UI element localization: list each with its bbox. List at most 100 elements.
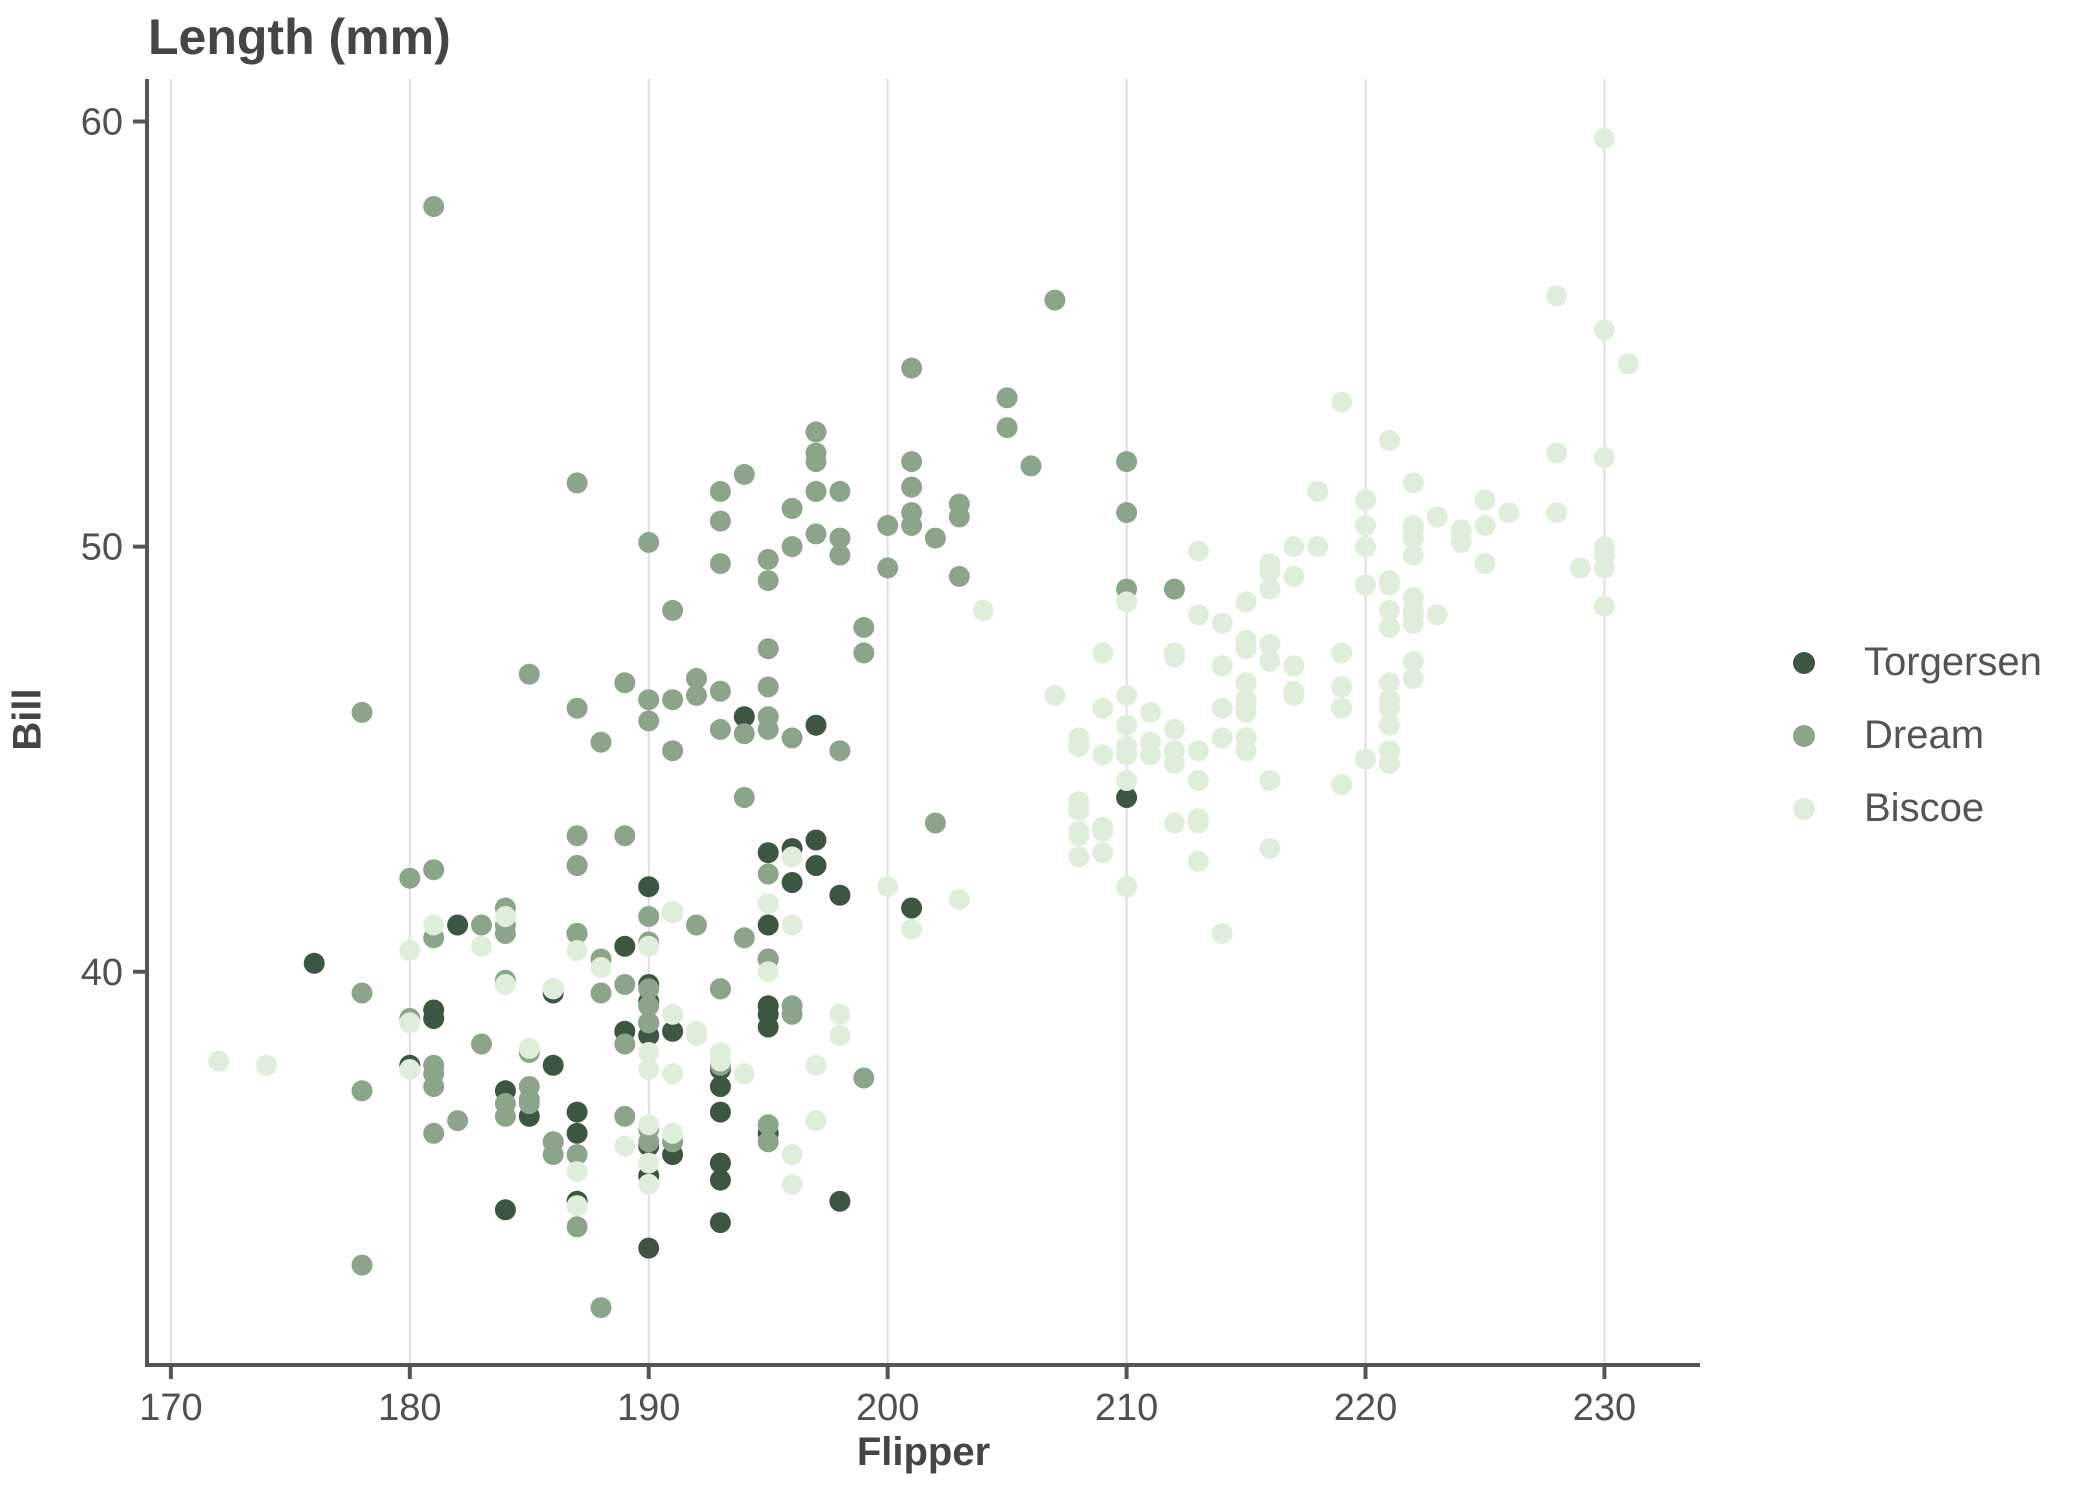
data-point [566, 472, 588, 494]
data-point [853, 1067, 875, 1089]
data-point [709, 510, 731, 532]
data-point [518, 1093, 540, 1114]
data-point [471, 914, 492, 936]
data-point [518, 1037, 540, 1059]
data-point [757, 1114, 779, 1136]
x-tick-label: 170 [139, 1387, 202, 1429]
data-point [638, 978, 660, 1000]
data-point [518, 663, 540, 685]
data-point [566, 1216, 588, 1238]
data-point [638, 876, 660, 898]
data-point [781, 536, 803, 558]
data-point [1402, 587, 1424, 609]
x-tick-label: 220 [1334, 1387, 1397, 1429]
data-point [1307, 480, 1329, 502]
legend-swatch [1793, 651, 1815, 674]
data-point [948, 506, 970, 528]
data-point [1020, 455, 1042, 477]
data-point [686, 667, 707, 689]
data-point [781, 497, 803, 519]
data-point [638, 1012, 660, 1034]
data-point [614, 935, 636, 957]
data-point [399, 1059, 421, 1080]
data-point [1092, 642, 1114, 664]
data-point [709, 1152, 731, 1174]
data-point [662, 599, 684, 621]
data-point [1570, 557, 1591, 579]
data-point [1116, 787, 1138, 808]
data-point [829, 740, 851, 762]
data-point [709, 1050, 731, 1072]
data-point [662, 1063, 684, 1085]
data-point [757, 914, 779, 936]
data-point [1116, 735, 1138, 757]
data-point [1378, 574, 1400, 596]
data-point [1355, 536, 1376, 558]
data-point [1068, 735, 1090, 757]
data-point [877, 514, 899, 536]
data-point [1163, 740, 1185, 762]
data-point [757, 718, 779, 740]
data-point [1593, 128, 1615, 149]
data-point [638, 1059, 660, 1080]
data-point [662, 901, 684, 923]
data-point [638, 710, 660, 732]
data-point [805, 442, 827, 464]
data-point [1331, 391, 1353, 413]
data-point [1235, 591, 1257, 613]
legend-label: Dream [1864, 713, 1985, 757]
data-point [1116, 684, 1138, 706]
data-point [1331, 697, 1353, 719]
data-point [1593, 595, 1615, 617]
data-point [901, 897, 923, 919]
data-point [1378, 616, 1400, 638]
data-point [399, 867, 421, 889]
data-point [901, 476, 923, 498]
y-axis-title: Bill [5, 688, 50, 751]
data-point [805, 421, 827, 443]
data-point [757, 570, 779, 592]
data-point [901, 357, 923, 379]
data-point [1259, 578, 1281, 600]
x-tick-label: 190 [617, 1387, 680, 1429]
data-point [351, 1254, 373, 1276]
data-point [1187, 850, 1209, 872]
data-point [614, 1135, 636, 1157]
data-point [829, 884, 851, 906]
data-point [638, 1237, 660, 1259]
data-point [1187, 540, 1209, 562]
legend-label: Biscoe [1864, 786, 1985, 830]
data-point [1617, 353, 1639, 375]
data-point [829, 480, 851, 502]
data-point [709, 978, 731, 1000]
data-point [1259, 633, 1281, 655]
data-point [805, 855, 827, 876]
data-point [924, 527, 946, 549]
data-point [1283, 684, 1305, 706]
x-tick-label: 180 [378, 1387, 441, 1429]
data-point [494, 1105, 516, 1127]
data-point [566, 940, 588, 961]
data-point [1474, 514, 1496, 536]
data-point [494, 974, 516, 995]
legend-label: Torgersen [1864, 640, 2042, 684]
data-point [1283, 655, 1305, 677]
data-point [1402, 544, 1424, 566]
data-point [1187, 812, 1209, 834]
data-point [709, 1101, 731, 1123]
data-point [1402, 650, 1424, 672]
data-point [399, 1012, 421, 1034]
data-point [614, 672, 636, 694]
data-point [566, 923, 588, 944]
data-point [1259, 770, 1281, 791]
data-point [1187, 770, 1209, 791]
data-point [351, 701, 373, 723]
data-point [1426, 604, 1448, 626]
data-point [805, 523, 827, 545]
legend: Torgersen Dream Biscoe [1782, 626, 2042, 845]
data-point [614, 825, 636, 847]
data-point [805, 829, 827, 851]
data-point [805, 1054, 827, 1076]
data-point [1235, 727, 1257, 749]
data-point [733, 1063, 755, 1085]
